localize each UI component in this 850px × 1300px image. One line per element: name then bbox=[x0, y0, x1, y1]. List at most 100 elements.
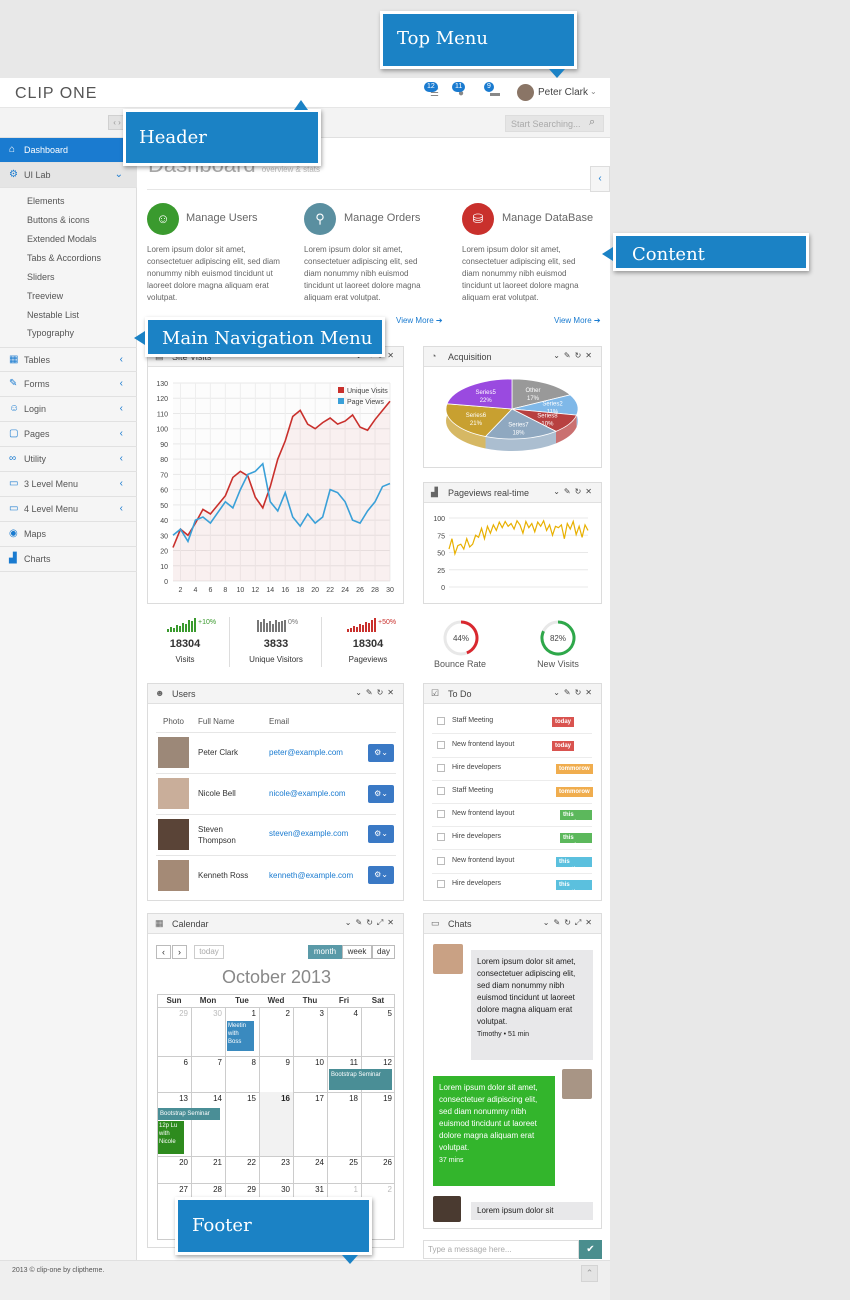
view-more-link[interactable]: View More ➔ bbox=[554, 316, 601, 325]
search-icon[interactable]: ⌕ bbox=[589, 116, 596, 128]
calendar-day[interactable]: 29 bbox=[179, 1009, 188, 1018]
calendar-day[interactable]: 24 bbox=[315, 1158, 324, 1167]
calendar-day[interactable]: 21 bbox=[213, 1158, 222, 1167]
todo-item[interactable]: Staff Meeting today bbox=[432, 711, 592, 734]
calendar-day[interactable]: 31 bbox=[315, 1185, 324, 1194]
calendar-day[interactable]: 27 bbox=[179, 1185, 188, 1194]
checkbox[interactable] bbox=[437, 857, 445, 865]
checkbox[interactable] bbox=[437, 741, 445, 749]
week-view-button[interactable]: week bbox=[342, 945, 372, 959]
panel-tools[interactable]: ⌄✎↻✕ bbox=[553, 688, 596, 697]
calendar-day[interactable]: 13 bbox=[179, 1094, 188, 1103]
calendar-day[interactable]: 7 bbox=[217, 1058, 222, 1067]
calendar-day[interactable]: 18 bbox=[349, 1094, 358, 1103]
calendar-day[interactable]: 30 bbox=[281, 1185, 290, 1194]
sidebar-item-3-level-menu[interactable]: ▭ 3 Level Menu ‹ bbox=[0, 472, 137, 497]
checkbox[interactable] bbox=[437, 880, 445, 888]
calendar-event[interactable]: 12p Lu with Nicole bbox=[158, 1121, 184, 1154]
row-actions-button[interactable]: ⚙⌄ bbox=[368, 785, 394, 803]
day-view-button[interactable]: day bbox=[372, 945, 395, 959]
sidebar-item-pages[interactable]: ▢ Pages ‹ bbox=[0, 422, 137, 447]
panel-tools[interactable]: ⌄✎↻✕ bbox=[553, 487, 596, 496]
panel-tools[interactable]: ⌄✎↻⤢✕ bbox=[344, 918, 398, 927]
checkbox[interactable] bbox=[437, 764, 445, 772]
calendar-day[interactable]: 15 bbox=[247, 1094, 256, 1103]
calendar-event[interactable]: Bootstrap Seminar bbox=[158, 1108, 220, 1120]
feature-title[interactable]: Manage Orders bbox=[344, 212, 421, 224]
checkbox[interactable] bbox=[437, 717, 445, 725]
calendar-day[interactable]: 8 bbox=[251, 1058, 256, 1067]
user-email[interactable]: steven@example.com bbox=[269, 829, 349, 838]
sidebar-subitem[interactable]: Buttons & icons bbox=[27, 215, 90, 225]
sidebar-subitem[interactable]: Nestable List bbox=[27, 310, 80, 320]
calendar-day[interactable]: 20 bbox=[179, 1158, 188, 1167]
row-actions-button[interactable]: ⚙⌄ bbox=[368, 744, 394, 762]
chat-message-input[interactable]: Type a message here... bbox=[423, 1240, 579, 1259]
calendar-day[interactable]: 30 bbox=[213, 1009, 222, 1018]
calendar-day[interactable]: 23 bbox=[281, 1158, 290, 1167]
chevron-down-icon[interactable]: ⌄ bbox=[590, 87, 597, 96]
calendar-day[interactable]: 28 bbox=[213, 1185, 222, 1194]
calendar-day[interactable]: 1 bbox=[353, 1185, 358, 1194]
todo-item[interactable]: New frontend layout today bbox=[432, 735, 592, 758]
calendar-day[interactable]: 19 bbox=[383, 1094, 392, 1103]
send-button[interactable]: ✔ bbox=[579, 1240, 602, 1259]
calendar-day[interactable]: 29 bbox=[247, 1185, 256, 1194]
panel-tools[interactable]: ⌄✎↻✕ bbox=[355, 688, 398, 697]
calendar-day[interactable]: 22 bbox=[247, 1158, 256, 1167]
calendar-day[interactable]: 3 bbox=[319, 1009, 324, 1018]
notifications-icon[interactable]: ● 11 bbox=[452, 82, 472, 99]
calendar-day[interactable]: 6 bbox=[183, 1058, 188, 1067]
panel-tools[interactable]: ⌄✎↻⤢✕ bbox=[542, 918, 596, 927]
calendar-day[interactable]: 11 bbox=[349, 1058, 358, 1067]
calendar-event[interactable]: Bootstrap Seminar bbox=[329, 1069, 392, 1090]
calendar-day[interactable]: 25 bbox=[349, 1158, 358, 1167]
view-more-link[interactable]: View More ➔ bbox=[396, 316, 443, 325]
calendar-day[interactable]: 2 bbox=[387, 1185, 392, 1194]
sidebar-item-charts[interactable]: ▟ Charts bbox=[0, 547, 137, 572]
checkbox[interactable] bbox=[437, 833, 445, 841]
user-email[interactable]: peter@example.com bbox=[269, 748, 343, 757]
calendar-day[interactable]: 2 bbox=[285, 1009, 290, 1018]
user-email[interactable]: kenneth@example.com bbox=[269, 871, 354, 880]
collapse-panel-button[interactable]: ‹ bbox=[590, 166, 610, 192]
feature-title[interactable]: Manage DataBase bbox=[502, 212, 594, 224]
sidebar-subitem[interactable]: Typography bbox=[27, 328, 75, 338]
sidebar-subitem[interactable]: Extended Modals bbox=[27, 234, 97, 244]
sidebar-item-ui-lab[interactable]: ⚙ UI Lab ⌄ bbox=[0, 163, 137, 188]
todo-item[interactable]: New frontend layout this month bbox=[432, 851, 592, 874]
sidebar-item-tables[interactable]: ▦ Tables ‹ bbox=[0, 347, 137, 372]
sidebar-item-4-level-menu[interactable]: ▭ 4 Level Menu ‹ bbox=[0, 497, 137, 522]
calendar-event[interactable]: Meetin with Boss bbox=[227, 1021, 254, 1051]
tasks-icon[interactable]: ☰ 12 bbox=[424, 82, 444, 99]
calendar-day[interactable]: 12 bbox=[383, 1058, 392, 1067]
user-email[interactable]: nicole@example.com bbox=[269, 789, 346, 798]
user-name[interactable]: Peter Clark bbox=[538, 87, 589, 98]
month-view-button[interactable]: month bbox=[308, 945, 342, 959]
sidebar-item-dashboard[interactable]: ⌂ Dashboard bbox=[0, 138, 137, 163]
messages-icon[interactable]: ▬ 9 bbox=[484, 82, 504, 99]
calendar-day[interactable]: 4 bbox=[353, 1009, 358, 1018]
scroll-top-button[interactable]: ⌃ bbox=[581, 1265, 598, 1282]
search-input[interactable]: Start Searching... bbox=[505, 115, 604, 132]
checkbox[interactable] bbox=[437, 810, 445, 818]
calendar-day[interactable]: 1 bbox=[251, 1009, 256, 1018]
checkbox[interactable] bbox=[437, 787, 445, 795]
todo-item[interactable]: New frontend layout this week bbox=[432, 804, 592, 827]
sidebar-item-forms[interactable]: ✎ Forms ‹ bbox=[0, 372, 137, 397]
next-month-button[interactable]: › bbox=[172, 945, 187, 959]
calendar-day[interactable]: 26 bbox=[383, 1158, 392, 1167]
sidebar-item-maps[interactable]: ◉ Maps bbox=[0, 522, 137, 547]
sidebar-subitem[interactable]: Tabs & Accordions bbox=[27, 253, 102, 263]
todo-item[interactable]: Hire developers this week bbox=[432, 827, 592, 850]
todo-item[interactable]: Hire developers tommorow bbox=[432, 758, 593, 781]
feature-title[interactable]: Manage Users bbox=[186, 212, 258, 224]
sidebar-item-login[interactable]: ☺ Login ‹ bbox=[0, 397, 137, 422]
calendar-day[interactable]: 17 bbox=[315, 1094, 324, 1103]
row-actions-button[interactable]: ⚙⌄ bbox=[368, 825, 394, 843]
logo[interactable]: CLIP ONE bbox=[15, 85, 98, 102]
todo-item[interactable]: Staff Meeting tommorow bbox=[432, 781, 593, 804]
sidebar-subitem[interactable]: Treeview bbox=[27, 291, 64, 301]
calendar-day[interactable]: 5 bbox=[387, 1009, 392, 1018]
calendar-day[interactable]: 9 bbox=[285, 1058, 290, 1067]
